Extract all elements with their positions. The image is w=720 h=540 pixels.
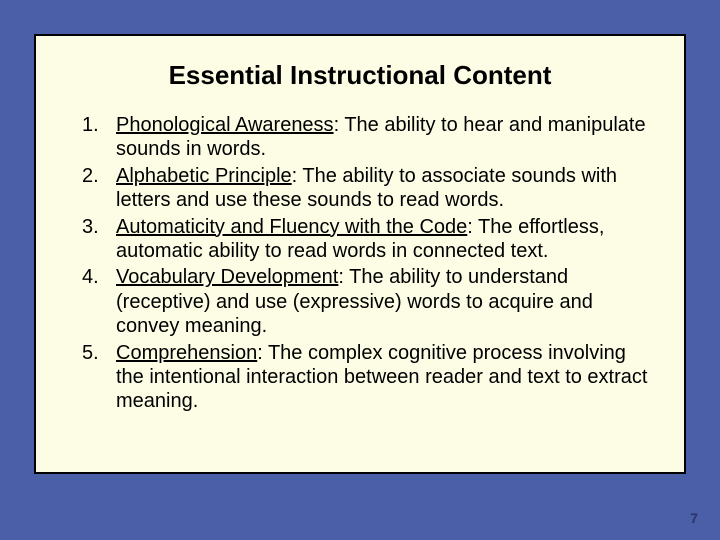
list-item: Phonological Awareness: The ability to h… xyxy=(82,113,656,162)
term: Alphabetic Principle xyxy=(116,165,292,187)
list-item: Alphabetic Principle: The ability to ass… xyxy=(82,164,656,213)
term: Phonological Awareness xyxy=(116,114,334,136)
content-list: Phonological Awareness: The ability to h… xyxy=(64,113,656,414)
page-number: 7 xyxy=(690,510,698,526)
list-item: Automaticity and Fluency with the Code: … xyxy=(82,215,656,264)
list-item: Vocabulary Development: The ability to u… xyxy=(82,265,656,338)
term: Comprehension xyxy=(116,342,257,364)
term: Automaticity and Fluency with the Code xyxy=(116,216,467,238)
term: Vocabulary Development xyxy=(116,266,338,288)
content-card: Essential Instructional Content Phonolog… xyxy=(34,34,686,474)
list-item: Comprehension: The complex cognitive pro… xyxy=(82,341,656,414)
slide-title: Essential Instructional Content xyxy=(64,60,656,91)
